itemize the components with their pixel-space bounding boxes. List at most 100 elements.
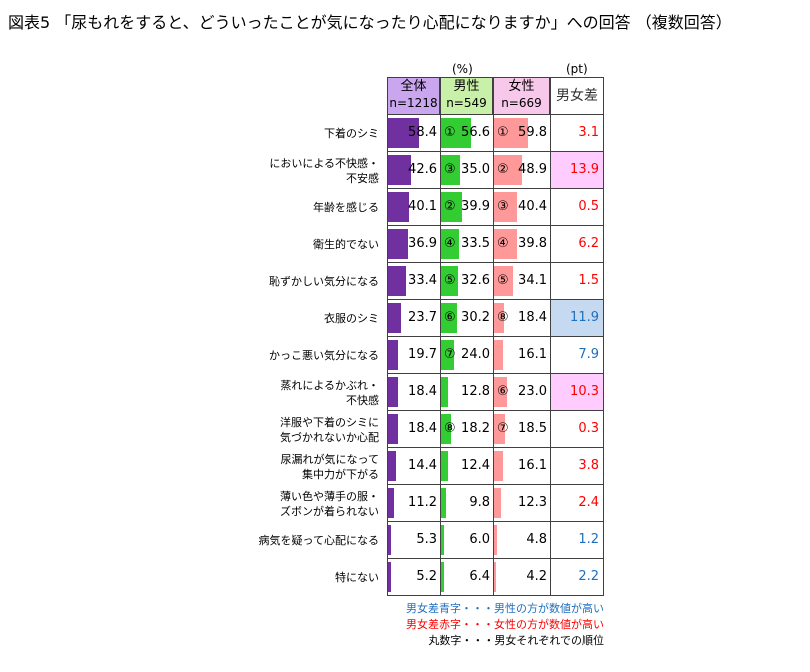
all-bar bbox=[388, 414, 398, 444]
all-bar bbox=[388, 266, 406, 296]
female-cell: 12.3 bbox=[493, 485, 550, 522]
female-bar bbox=[494, 414, 505, 444]
female-cell: ④ 39.8 bbox=[493, 226, 550, 263]
row-label-line: 集中力が下がる bbox=[302, 467, 379, 481]
male-cell: 6.0 bbox=[440, 522, 493, 559]
female-bar bbox=[494, 525, 497, 555]
diff-cell: 3.1 bbox=[550, 115, 604, 152]
male-rank: ② bbox=[444, 199, 456, 214]
male-value: 6.4 bbox=[469, 569, 490, 584]
row-label-line: 尿漏れが気になって bbox=[280, 452, 379, 466]
table-row: 18.4 12.8 ⑥ 23.0 10.3 bbox=[387, 374, 604, 411]
header-female-label: 女性 bbox=[508, 79, 535, 94]
row-label: 尿漏れが気になって 集中力が下がる bbox=[281, 452, 379, 482]
row-label-line: 不安感 bbox=[346, 171, 379, 185]
male-cell: ② 39.9 bbox=[440, 189, 493, 226]
female-value: 40.4 bbox=[518, 199, 547, 214]
female-bar bbox=[494, 266, 514, 296]
male-value: 56.6 bbox=[461, 125, 490, 140]
male-bar bbox=[441, 377, 448, 407]
male-cell: ③ 35.0 bbox=[440, 152, 493, 189]
all-bar bbox=[388, 155, 411, 185]
row-label-line: 衣服のシミ bbox=[324, 312, 379, 325]
legend-item: 男女差赤字・・・女性の方が数値が高い bbox=[406, 618, 604, 631]
male-rank: ④ bbox=[444, 236, 456, 251]
female-bar bbox=[494, 303, 505, 333]
male-value: 18.2 bbox=[461, 421, 490, 436]
female-rank: ⑧ bbox=[497, 310, 509, 325]
legend-item: 丸数字・・・男女それぞれでの順位 bbox=[428, 634, 604, 647]
all-bar bbox=[388, 451, 396, 481]
all-value: 5.3 bbox=[416, 532, 437, 547]
all-bar bbox=[388, 118, 419, 148]
female-value: 34.1 bbox=[518, 273, 547, 288]
all-bar bbox=[388, 303, 401, 333]
row-label-line: 薄い色や薄手の服・ bbox=[280, 489, 379, 503]
table-row: 11.2 9.8 12.3 2.4 bbox=[387, 485, 604, 522]
male-value: 33.5 bbox=[461, 236, 490, 251]
male-bar bbox=[441, 192, 463, 222]
diff-cell: 2.2 bbox=[550, 559, 604, 596]
row-label: 衣服のシミ bbox=[324, 311, 379, 326]
female-bar bbox=[494, 562, 497, 592]
row-label-line: 不快感 bbox=[346, 393, 379, 407]
female-value: 23.0 bbox=[518, 384, 547, 399]
male-cell: 12.8 bbox=[440, 374, 493, 411]
male-value: 32.6 bbox=[461, 273, 490, 288]
female-cell: 16.1 bbox=[493, 337, 550, 374]
female-cell: ⑧ 18.4 bbox=[493, 300, 550, 337]
female-cell: ⑦ 18.5 bbox=[493, 411, 550, 448]
header-all-label: 全体 bbox=[400, 79, 427, 94]
female-bar bbox=[494, 451, 504, 481]
legend-item: 男女差青字・・・男性の方が数値が高い bbox=[406, 602, 604, 615]
diff-cell: 6.2 bbox=[550, 226, 604, 263]
all-cell: 58.4 bbox=[387, 115, 440, 152]
all-value: 36.9 bbox=[408, 236, 437, 251]
row-label-line: 特にない bbox=[335, 571, 379, 584]
header-all-n: n=1218 bbox=[389, 96, 438, 110]
male-bar bbox=[441, 229, 459, 259]
male-bar bbox=[441, 451, 448, 481]
table-row: 36.9 ④ 33.5 ④ 39.8 6.2 bbox=[387, 226, 604, 263]
diff-value: 2.2 bbox=[578, 569, 599, 584]
female-value: 18.5 bbox=[518, 421, 547, 436]
diff-value: 13.9 bbox=[570, 162, 599, 177]
diff-value: 3.1 bbox=[578, 125, 599, 140]
male-bar bbox=[441, 525, 445, 555]
female-cell: ② 48.9 bbox=[493, 152, 550, 189]
all-cell: 14.4 bbox=[387, 448, 440, 485]
male-rank: ⑦ bbox=[444, 347, 456, 362]
header-female-n: n=669 bbox=[501, 96, 542, 110]
row-label: 特にない bbox=[335, 570, 379, 585]
diff-cell: 0.3 bbox=[550, 411, 604, 448]
all-value: 11.2 bbox=[408, 495, 437, 510]
female-value: 4.8 bbox=[526, 532, 547, 547]
male-rank: ① bbox=[444, 125, 456, 140]
diff-cell: 13.9 bbox=[550, 152, 604, 189]
all-bar bbox=[388, 229, 408, 259]
female-bar bbox=[494, 377, 508, 407]
female-bar bbox=[494, 118, 529, 148]
male-cell: ⑥ 30.2 bbox=[440, 300, 493, 337]
all-cell: 5.3 bbox=[387, 522, 440, 559]
all-value: 40.1 bbox=[408, 199, 437, 214]
row-label-line: 蒸れによるかぶれ・ bbox=[280, 378, 379, 392]
table-row: 40.1 ② 39.9 ③ 40.4 0.5 bbox=[387, 189, 604, 226]
all-cell: 18.4 bbox=[387, 411, 440, 448]
data-table: 58.4 ① 56.6 ① 59.8 3.1 42.6 ③ 35.0 ② 48.9 13.9 40.1 ②… bbox=[387, 115, 604, 597]
all-value: 42.6 bbox=[408, 162, 437, 177]
male-value: 12.8 bbox=[461, 384, 490, 399]
male-bar bbox=[441, 562, 445, 592]
female-rank: ⑤ bbox=[497, 273, 509, 288]
table-row: 23.7 ⑥ 30.2 ⑧ 18.4 11.9 bbox=[387, 300, 604, 337]
male-value: 6.0 bbox=[469, 532, 490, 547]
unit-percent: (%) bbox=[452, 62, 473, 76]
row-label: 洋服や下着のシミに 気づかれないか心配 bbox=[280, 415, 379, 445]
male-bar bbox=[441, 266, 459, 296]
diff-cell: 2.4 bbox=[550, 485, 604, 522]
diff-value: 3.8 bbox=[578, 458, 599, 473]
row-label: かっこ悪い気分になる bbox=[269, 348, 379, 363]
all-cell: 18.4 bbox=[387, 374, 440, 411]
diff-value: 2.4 bbox=[578, 495, 599, 510]
row-label-line: 気づかれないか心配 bbox=[280, 430, 379, 444]
